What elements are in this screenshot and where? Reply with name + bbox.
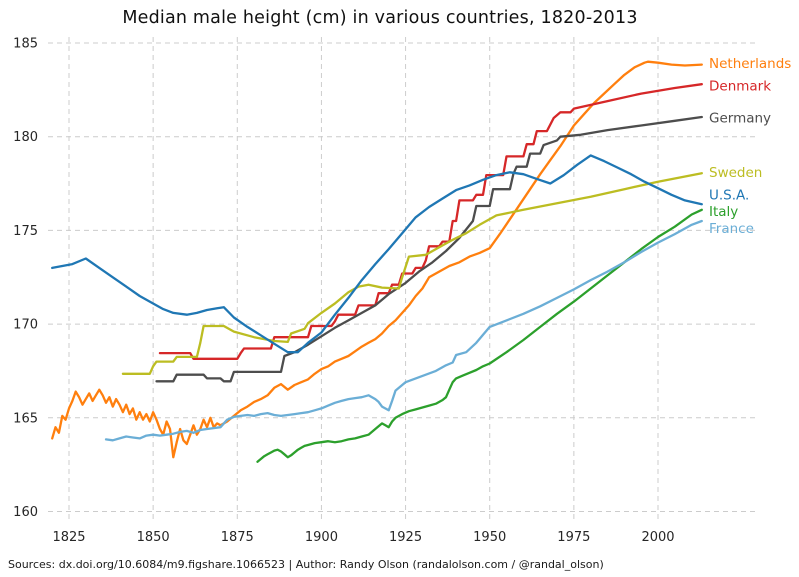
y-tick-label-175: 175	[13, 224, 38, 239]
series-label-france: France	[709, 221, 754, 237]
series-line-italy	[256, 208, 703, 463]
x-tick-label-2000: 2000	[641, 530, 674, 545]
series-line-u-s-a-	[51, 154, 703, 354]
source-caption: Sources: dx.doi.org/10.6084/m9.figshare.…	[8, 558, 604, 571]
x-tick-label-1875: 1875	[221, 530, 254, 545]
y-tick-label-185: 185	[13, 37, 38, 52]
x-tick-label-1825: 1825	[52, 530, 85, 545]
series-label-netherlands: Netherlands	[709, 56, 791, 72]
series-line-france	[104, 219, 703, 442]
series-line-denmark	[158, 83, 703, 360]
series-line-germany	[155, 115, 703, 383]
chart-title: Median male height (cm) in various count…	[122, 8, 638, 28]
series-label-germany: Germany	[709, 110, 771, 126]
y-tick-label-170: 170	[13, 318, 38, 333]
series-label-sweden: Sweden	[709, 165, 762, 181]
x-tick-label-1850: 1850	[137, 530, 170, 545]
series-label-u-s-a-: U.S.A.	[709, 187, 749, 203]
series-line-netherlands	[51, 60, 703, 459]
x-tick-label-1975: 1975	[557, 530, 590, 545]
series-line-sweden	[121, 172, 703, 375]
y-tick-label-160: 160	[13, 505, 38, 520]
x-tick-label-1925: 1925	[389, 530, 422, 545]
x-tick-label-1950: 1950	[473, 530, 506, 545]
series-label-italy: Italy	[709, 204, 738, 220]
x-tick-label-1900: 1900	[305, 530, 338, 545]
series-label-denmark: Denmark	[709, 79, 771, 95]
y-tick-label-180: 180	[13, 130, 38, 145]
y-tick-label-165: 165	[13, 411, 38, 426]
